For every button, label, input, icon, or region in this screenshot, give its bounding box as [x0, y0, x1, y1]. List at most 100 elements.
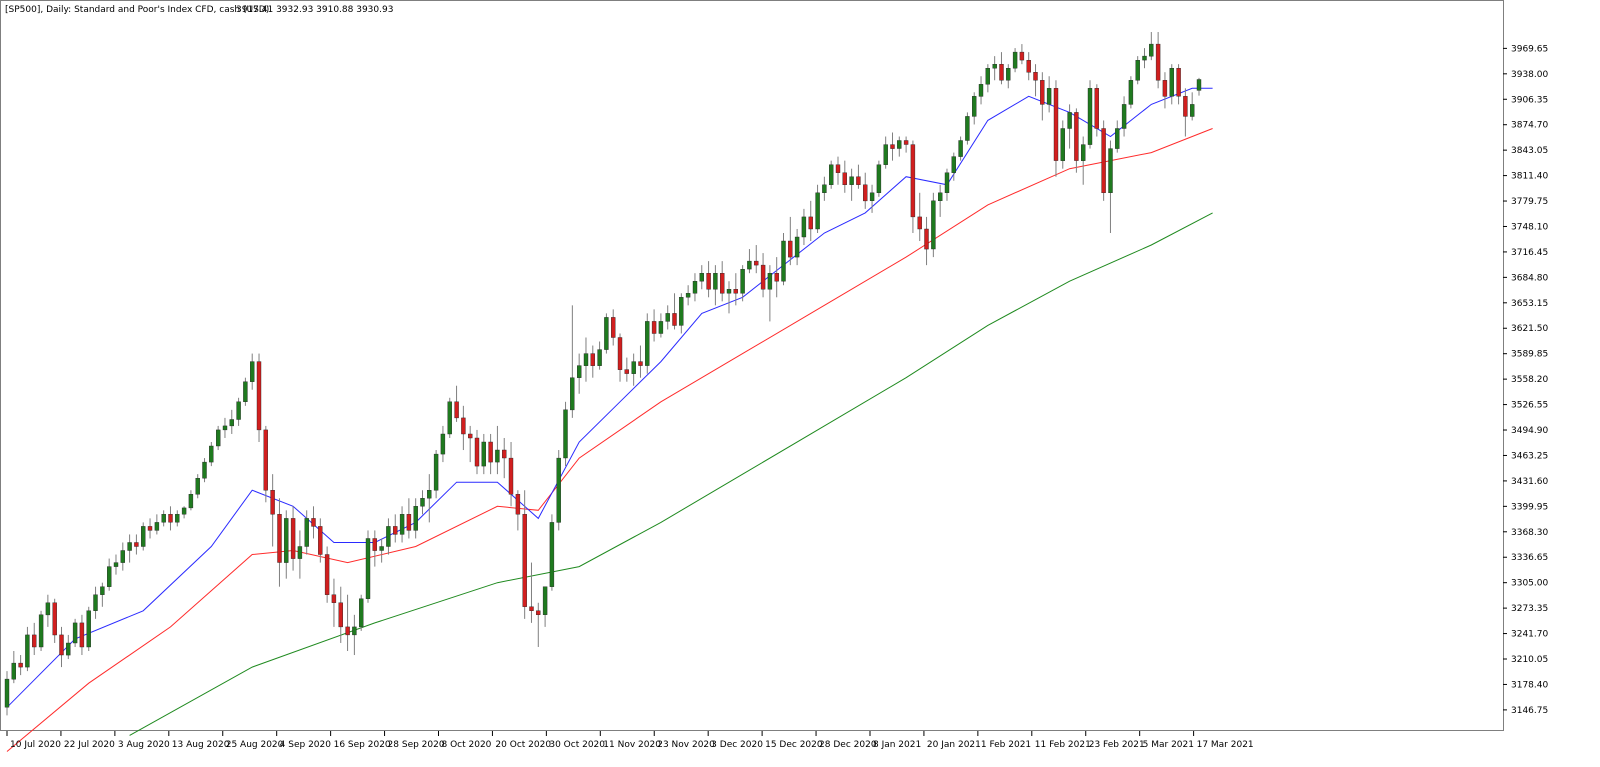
candle-body-bull	[1006, 67, 1011, 81]
candle-body-bear	[134, 542, 139, 547]
candle	[1053, 80, 1059, 177]
candle-body-bull	[972, 96, 977, 117]
candle-body-bull	[658, 321, 664, 334]
candle	[965, 112, 970, 145]
candle	[679, 293, 684, 334]
candle	[433, 450, 439, 499]
ohlc-readout: 3917.41 3932.93 3910.88 3930.93	[236, 5, 393, 15]
candle	[692, 273, 698, 302]
candle-body-bear	[1162, 80, 1168, 97]
candle	[502, 437, 507, 479]
candle-body-bull	[958, 140, 963, 157]
y-tick-label: 3779.75	[1511, 197, 1548, 207]
candle	[215, 425, 221, 451]
candle	[86, 606, 91, 652]
candle	[1060, 120, 1066, 169]
candle	[924, 216, 929, 266]
candle	[365, 530, 371, 603]
candle	[1155, 32, 1161, 89]
candle-body-bear	[1155, 43, 1161, 81]
candle	[863, 172, 868, 209]
x-tick-label: 20 Oct 2020	[495, 740, 551, 750]
y-axis: 3969.65 3938.00 3906.35 3874.70 3843.05 3811.…	[1503, 44, 1548, 716]
y-tick-label: 3558.20	[1511, 375, 1548, 385]
candle-body-bull	[1189, 104, 1195, 117]
x-tick-label: 11 Feb 2021	[1035, 740, 1091, 750]
candle	[1080, 136, 1086, 185]
x-tick-label: 5 Mar 2021	[1143, 740, 1194, 750]
candle-body-bull	[161, 514, 166, 523]
candle-body-bull	[195, 478, 200, 495]
candle	[393, 514, 398, 543]
candle	[720, 261, 725, 302]
candle	[672, 293, 677, 330]
candle	[1094, 84, 1100, 137]
candle-body-bull	[631, 361, 636, 374]
candle-body-bull	[11, 662, 17, 680]
candle	[38, 610, 44, 652]
candle-body-bear	[590, 353, 595, 366]
y-tick-label: 3748.10	[1511, 222, 1548, 232]
candle	[726, 281, 732, 314]
candle	[1101, 120, 1106, 201]
x-tick-label: 28 Sep 2020	[388, 740, 445, 750]
candle	[563, 401, 568, 467]
candle-body-bull	[665, 313, 670, 322]
candle	[740, 265, 745, 302]
x-tick-label: 3 Dec 2020	[711, 740, 763, 750]
candle-body-bull	[740, 269, 745, 294]
candle-body-bull	[379, 546, 384, 551]
candle	[352, 614, 357, 656]
candle	[781, 232, 786, 286]
candle-body-bear	[1040, 80, 1045, 105]
candles	[4, 32, 1202, 716]
candle	[468, 425, 473, 463]
candle	[1169, 64, 1175, 105]
y-tick-label: 3716.45	[1511, 248, 1548, 258]
y-tick-label: 3399.95	[1511, 502, 1548, 512]
candle	[760, 253, 766, 298]
x-tick-label: 23 Feb 2021	[1089, 740, 1145, 750]
candle	[583, 337, 589, 382]
candle	[1183, 88, 1188, 137]
candle-body-bull	[127, 542, 132, 551]
candle-body-bull	[38, 614, 44, 648]
candle-body-bull	[726, 289, 732, 294]
x-tick-label: 8 Oct 2020	[441, 740, 491, 750]
candle	[168, 506, 173, 531]
y-tick-label: 3368.30	[1511, 528, 1548, 538]
candle	[958, 136, 963, 161]
candle-body-bull	[992, 63, 997, 69]
candle	[1135, 56, 1140, 85]
y-tick-label: 3210.05	[1511, 655, 1548, 665]
candle-body-bull	[645, 321, 650, 366]
candle-body-bull	[495, 449, 500, 463]
candle	[536, 602, 541, 647]
candle	[297, 530, 303, 579]
y-tick-label: 3811.40	[1511, 172, 1548, 182]
candle	[406, 498, 412, 539]
y-tick-label: 3146.75	[1511, 706, 1548, 716]
candle	[747, 249, 752, 274]
candle	[154, 514, 160, 535]
candle-body-bull	[249, 361, 255, 382]
candle	[270, 474, 275, 547]
candle-body-bull	[931, 200, 936, 250]
candle	[495, 425, 500, 475]
candle-body-bear	[318, 526, 323, 555]
candle-body-bear	[808, 216, 813, 230]
candle-body-bull	[215, 429, 221, 447]
candle-body-bear	[1074, 112, 1079, 161]
candle	[263, 425, 268, 503]
candle	[1115, 120, 1120, 153]
candle	[542, 586, 548, 627]
candle-body-bull	[1135, 60, 1140, 81]
candle	[243, 377, 248, 406]
candle	[903, 136, 909, 153]
candle	[999, 52, 1004, 85]
candle-body-bull	[304, 518, 309, 547]
candle-body-bull	[399, 514, 405, 535]
candle-body-bull	[1196, 79, 1202, 91]
candle-body-bear	[924, 228, 929, 250]
